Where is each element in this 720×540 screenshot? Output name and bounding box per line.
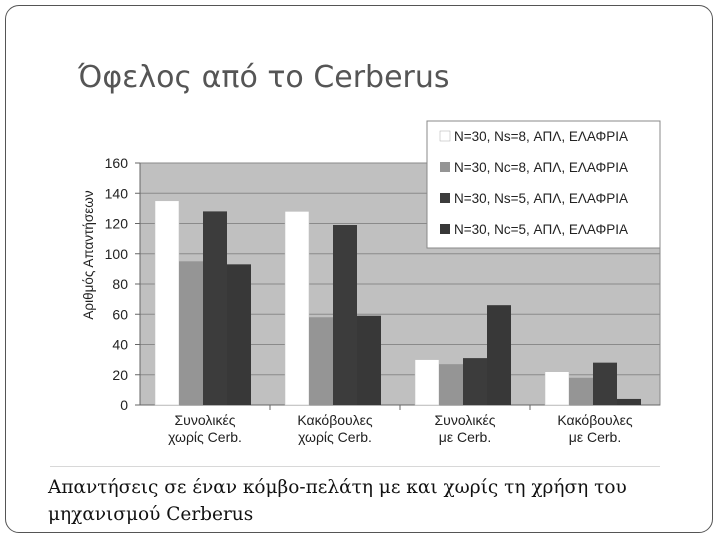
legend-swatch: [440, 162, 450, 172]
y-axis-label: Αριθμός Απαντήσεων: [81, 190, 96, 319]
legend-label: N=30, Nc=8, ΑΠΛ, ΕΛΑΦΡΙΑ: [454, 160, 628, 175]
x-tick-label: με Cerb.: [569, 429, 621, 445]
bar: [333, 225, 357, 405]
y-tick-label: 100: [105, 246, 129, 262]
bar: [593, 362, 617, 405]
x-tick-label: Κακόβουλες: [557, 412, 633, 428]
bar: [487, 305, 511, 405]
bar: [284, 211, 310, 406]
x-tick-label: με Cerb.: [439, 429, 491, 445]
legend-label: N=30, Ns=5, ΑΠΛ, ΕΛΑΦΡΙΑ: [454, 191, 628, 206]
slide-title: Όφελος από το Cerberus: [78, 60, 450, 95]
x-tick-label: χωρίς Cerb.: [168, 429, 242, 445]
bar: [227, 264, 251, 405]
bar: [357, 315, 381, 405]
bar: [414, 359, 440, 406]
legend-swatch: [440, 224, 450, 234]
legend-swatch: [439, 130, 451, 142]
y-tick-label: 40: [112, 337, 128, 353]
y-tick-label: 160: [105, 155, 129, 171]
y-tick-label: 140: [105, 185, 129, 201]
bar: [179, 261, 203, 405]
bar: [463, 358, 487, 405]
y-tick-label: 60: [112, 306, 128, 322]
legend-box: [426, 120, 661, 249]
legend-swatch: [440, 193, 450, 203]
y-tick-label: 20: [112, 367, 128, 383]
y-tick-label: 0: [120, 397, 128, 413]
x-tick-label: χωρίς Cerb.: [298, 429, 372, 445]
divider-line: [50, 466, 660, 467]
x-tick-label: Συνολικές: [435, 412, 496, 428]
bar: [544, 371, 570, 406]
y-tick-label: 120: [105, 216, 129, 232]
bar: [617, 398, 641, 405]
bar: [439, 364, 463, 405]
slide-caption: Απαντήσεις σε έναν κόμβο-πελάτη με και χ…: [48, 477, 627, 525]
legend-label: N=30, Nc=5, ΑΠΛ, ΕΛΑΦΡΙΑ: [454, 222, 628, 237]
bar: [569, 377, 593, 405]
x-tick-label: Κακόβουλες: [297, 412, 373, 428]
bar: [154, 200, 180, 406]
bar: [203, 211, 227, 405]
x-tick-label: Συνολικές: [175, 412, 236, 428]
bar: [309, 317, 333, 405]
y-tick-label: 80: [112, 276, 128, 292]
legend-label: N=30, Ns=8, ΑΠΛ, ΕΛΑΦΡΙΑ: [454, 129, 628, 144]
